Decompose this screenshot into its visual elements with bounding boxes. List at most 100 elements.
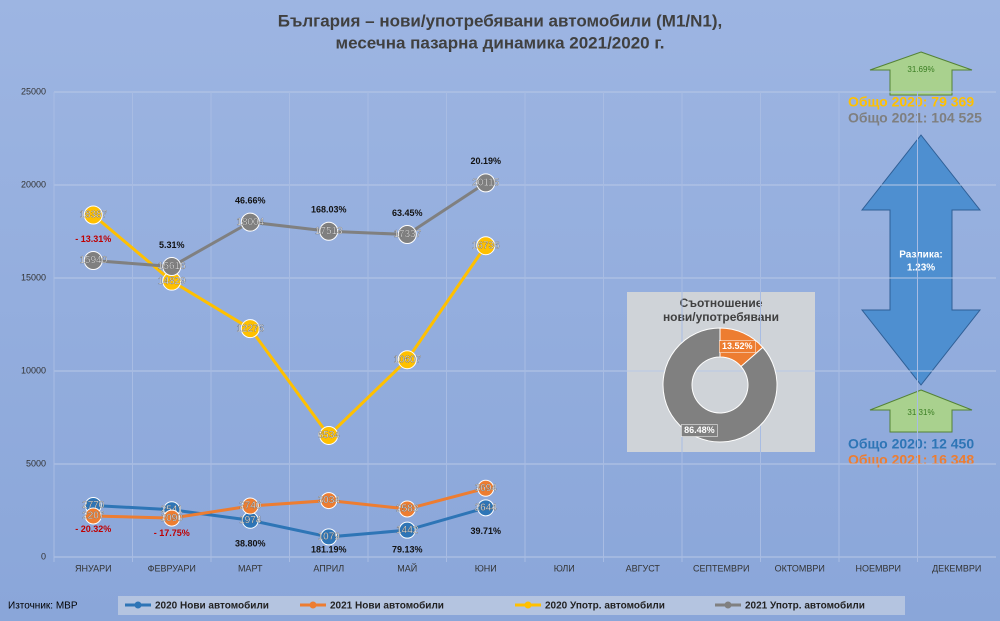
x-tick-label: АВГУСТ	[626, 563, 661, 573]
legend	[118, 596, 905, 615]
pie-label: 13.52%	[722, 341, 753, 351]
legend-label: 2020 Нови автомобили	[155, 600, 269, 612]
point	[319, 221, 339, 241]
point	[476, 173, 496, 193]
chart-title: месечна пазарна динамика 2021/2020 г.	[336, 33, 665, 52]
data-label: 2770	[82, 500, 105, 511]
legend-label: 2020 Употр. автомобили	[545, 600, 665, 612]
point	[240, 319, 260, 339]
point	[320, 528, 338, 546]
total-label: Общо 2021: 16 348	[848, 452, 974, 468]
change-label: 5.31%	[159, 240, 185, 250]
point	[476, 236, 496, 256]
data-label: 14829	[158, 276, 186, 287]
data-label: 2740	[239, 501, 262, 512]
point	[84, 507, 102, 525]
x-tick-label: МАРТ	[238, 563, 263, 573]
point	[398, 521, 416, 539]
data-label: 6534	[318, 430, 341, 441]
data-label: 15616	[158, 261, 186, 272]
point	[319, 425, 339, 445]
legend-swatch	[724, 601, 732, 609]
legend-swatch	[524, 601, 532, 609]
point	[398, 500, 416, 518]
data-label: 18387	[79, 210, 107, 221]
data-label: 3034	[318, 495, 341, 506]
point	[397, 350, 417, 370]
change-label: 168.03%	[311, 205, 347, 215]
change-label: - 13.31%	[75, 234, 111, 244]
change-label: 38.80%	[235, 539, 266, 549]
legend-swatch	[134, 601, 142, 609]
x-tick-label: МАЙ	[397, 562, 417, 573]
point	[477, 479, 495, 497]
data-label: 3694	[475, 483, 498, 494]
x-tick-label: ЯНУАРИ	[75, 563, 112, 573]
change-label: 79.13%	[392, 544, 423, 554]
x-tick-label: ОКТОМВРИ	[775, 563, 825, 573]
pie-slice	[662, 327, 778, 443]
change-label: 181.19%	[311, 544, 347, 554]
source: Източник: МВР	[8, 601, 78, 612]
data-label: 10607	[393, 354, 421, 365]
y-tick-label: 10000	[21, 365, 46, 375]
difference-label: 1.23%	[907, 263, 935, 274]
y-tick-label: 20000	[21, 179, 46, 189]
series-line	[93, 503, 487, 539]
x-tick-label: ЮЛИ	[554, 563, 575, 573]
pie-label-box	[719, 340, 756, 353]
change-label: - 17.75%	[154, 528, 190, 538]
data-label: 2090	[161, 513, 184, 524]
data-label: 20115	[472, 178, 500, 189]
y-tick-label: 0	[41, 551, 46, 561]
y-tick-label: 5000	[26, 458, 46, 468]
change-label: 20.19%	[470, 156, 501, 166]
pie-title: нови/употребявани	[663, 310, 779, 324]
point	[320, 492, 338, 510]
change-label: - 20.32%	[75, 524, 111, 534]
x-tick-label: НОЕМВРИ	[856, 563, 901, 573]
point	[83, 251, 103, 271]
point	[241, 497, 259, 515]
pie-title: Съотношение	[680, 296, 763, 310]
pie-label: 86.48%	[684, 425, 715, 435]
data-label: 1974	[239, 515, 262, 526]
data-label: 17337	[393, 229, 421, 240]
point	[83, 205, 103, 225]
data-label: 2583	[396, 504, 419, 515]
data-label: 12276	[236, 323, 264, 334]
x-tick-label: СЕПТЕМВРИ	[693, 563, 749, 573]
pie-label-box	[681, 424, 718, 437]
point	[162, 257, 182, 277]
chart-title: България – нови/употребявани автомобили …	[278, 11, 723, 30]
point	[477, 499, 495, 517]
data-label: 17513	[315, 226, 343, 237]
data-label: 15940	[79, 255, 107, 266]
difference-arrow	[860, 134, 982, 386]
x-tick-label: ДЕКЕМВРИ	[932, 563, 981, 573]
point	[163, 509, 181, 527]
total-label: Общо 2021: 104 525	[848, 110, 982, 126]
series-line	[93, 486, 487, 520]
data-label: 2207	[82, 511, 105, 522]
point	[397, 225, 417, 245]
growth-arrow	[869, 51, 973, 96]
difference-label: Разлика:	[899, 250, 942, 261]
legend-swatch	[309, 601, 317, 609]
x-tick-label: ФЕВРУАРИ	[148, 563, 196, 573]
x-tick-label: ЮНИ	[475, 563, 497, 573]
data-label: 2644	[475, 502, 498, 513]
change-label: 46.66%	[235, 196, 266, 206]
legend-label: 2021 Употр. автомобили	[745, 600, 865, 612]
growth-label: 31.69%	[907, 65, 934, 74]
change-label: 63.45%	[392, 208, 423, 218]
series-line	[93, 181, 487, 269]
growth-arrow	[869, 389, 973, 433]
legend-label: 2021 Нови автомобили	[330, 600, 444, 612]
change-label: 39.71%	[470, 526, 501, 536]
data-label: 16736	[472, 240, 500, 251]
series-line	[92, 213, 487, 438]
total-label: Общо 2020: 79 369	[848, 94, 974, 110]
total-label: Общо 2020: 12 450	[848, 436, 974, 452]
